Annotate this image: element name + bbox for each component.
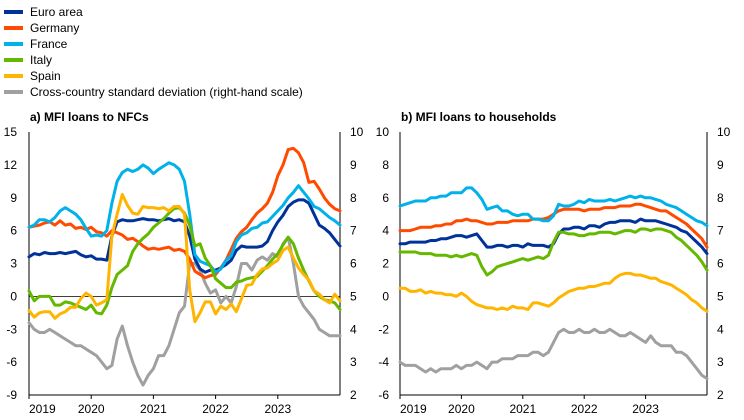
legend-label-italy: Italy <box>30 53 52 67</box>
x-tick-label-hh: 2022 <box>571 402 598 416</box>
legend-label-cross-country-standard: Cross-country standard deviation (right-… <box>30 85 303 99</box>
x-tick-label-hh: 2021 <box>509 402 536 416</box>
series-line-france-nfc <box>27 161 342 274</box>
y-tick-label-hh: 0 <box>382 289 389 303</box>
series-line-france-hh <box>398 186 709 228</box>
panel-nfc-loans: a) MFI loans to NFCs -9 -6 -3 0 3 6 9 12 15 2 3 4 5 6… <box>4 110 364 416</box>
y-tick-label-nfc: 3 <box>10 257 17 271</box>
y2-tick-label-nfc: 5 <box>350 289 357 303</box>
y-tick-label-hh: 4 <box>382 224 389 238</box>
x-tick-label-nfc: 2019 <box>29 402 56 416</box>
series-line-italy-hh <box>398 227 709 277</box>
y2-tick-label-hh: 9 <box>717 158 724 172</box>
x-tick-label-nfc: 2020 <box>78 402 105 416</box>
x-tick-label-nfc: 2021 <box>140 402 167 416</box>
y2-tick-label-hh: 3 <box>717 355 724 369</box>
y2-tick-label-nfc: 4 <box>350 322 357 336</box>
y2-tick-label-nfc: 9 <box>350 158 357 172</box>
x-tick-label-nfc: 2023 <box>264 402 291 416</box>
y2-tick-label-hh: 10 <box>717 125 731 139</box>
y-tick-label-nfc: -6 <box>6 355 17 369</box>
y2-tick-label-nfc: 7 <box>350 224 357 238</box>
panel-title-nfc: a) MFI loans to NFCs <box>30 110 149 124</box>
y-tick-label-hh: 6 <box>382 191 389 205</box>
y2-tick-label-nfc: 10 <box>350 125 364 139</box>
panel-title-households: b) MFI loans to households <box>401 110 557 124</box>
x-tick-label-hh: 2023 <box>632 402 659 416</box>
y-tick-label-hh: -6 <box>378 388 389 402</box>
y-tick-label-hh: -2 <box>378 322 389 336</box>
legend-label-france: France <box>30 37 68 51</box>
y-tick-label-hh: 10 <box>376 125 390 139</box>
x-tick-label-hh: 2019 <box>400 402 427 416</box>
legend: Euro area Germany France Italy Spain Cross-co… <box>4 5 303 99</box>
y2-tick-label-nfc: 6 <box>350 257 357 271</box>
y2-tick-label-hh: 2 <box>717 388 724 402</box>
y-tick-label-nfc: -3 <box>6 322 17 336</box>
panel-household-loans: b) MFI loans to households -6 -4 -2 0 2 4 6 8 10… <box>376 110 731 416</box>
legend-label-euro-area: Euro area <box>30 5 83 19</box>
y-tick-label-nfc: -9 <box>6 388 17 402</box>
x-tick-label-nfc: 2022 <box>202 402 229 416</box>
y-tick-label-nfc: 9 <box>10 191 17 205</box>
legend-label-spain: Spain <box>30 69 61 83</box>
x-tick-label-hh: 2020 <box>448 402 475 416</box>
series-line-spain-hh <box>398 271 709 313</box>
series-line-spain-nfc <box>27 193 342 324</box>
y2-tick-label-nfc: 2 <box>350 388 357 402</box>
y2-tick-label-nfc: 3 <box>350 355 357 369</box>
y-tick-label-hh: -4 <box>378 355 389 369</box>
y-tick-label-nfc: 12 <box>4 158 18 172</box>
y-tick-label-nfc: 6 <box>10 224 17 238</box>
series-line-cross-country-standard-hh <box>398 327 709 381</box>
y2-tick-label-nfc: 8 <box>350 191 357 205</box>
y-tick-label-nfc: 0 <box>10 289 17 303</box>
legend-label-germany: Germany <box>30 21 79 35</box>
series-line-germany-nfc <box>27 146 342 280</box>
y2-tick-label-hh: 8 <box>717 191 724 205</box>
y2-tick-label-hh: 4 <box>717 322 724 336</box>
y2-tick-label-hh: 7 <box>717 224 724 238</box>
y-tick-label-hh: 8 <box>382 158 389 172</box>
y2-tick-label-hh: 5 <box>717 289 724 303</box>
y-tick-label-hh: 2 <box>382 257 389 271</box>
y2-tick-label-hh: 6 <box>717 257 724 271</box>
y-tick-label-nfc: 15 <box>4 125 18 139</box>
